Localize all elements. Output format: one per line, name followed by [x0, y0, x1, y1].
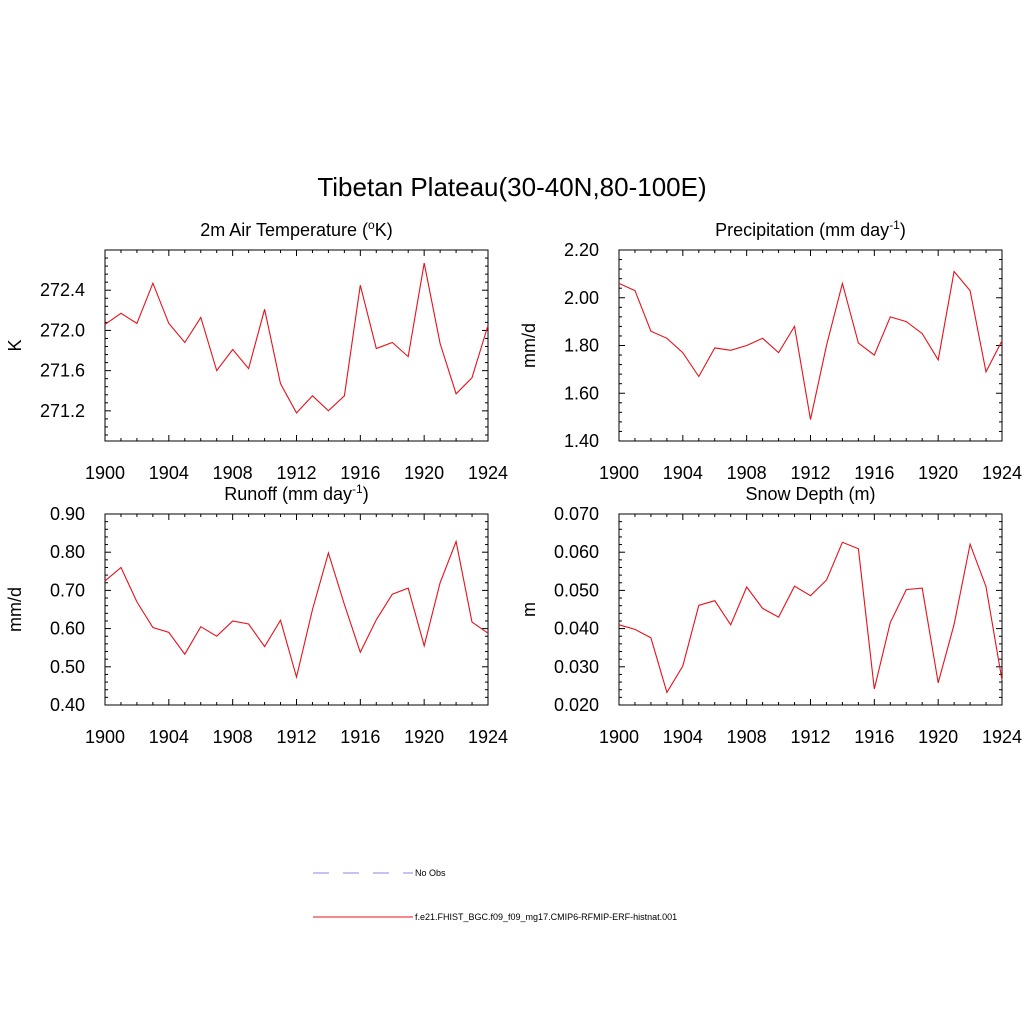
y-tick-label: 0.40	[50, 695, 85, 715]
panel-snow-depth: Snow Depth (m) m 1900 1904 1908 1912 1916 1920 1…	[519, 484, 1022, 747]
panel-air-temperature: 2m Air Temperature (oK) K 1900 1904 1908 1912…	[5, 218, 508, 483]
x-tick-label: 1924	[982, 463, 1022, 483]
x-tick-label: 1904	[663, 727, 703, 747]
y-tick-label: 0.020	[554, 695, 599, 715]
panel-title: 2m Air Temperature (oK)	[200, 218, 392, 240]
panel-title: Snow Depth (m)	[745, 484, 875, 504]
x-tick-label: 1924	[982, 727, 1022, 747]
y-tick-label: 0.060	[554, 542, 599, 562]
y-tick-label: 0.50	[50, 657, 85, 677]
x-tick-label: 1920	[404, 463, 444, 483]
x-tick-label: 1920	[918, 727, 958, 747]
y-tick-label: 0.80	[50, 542, 85, 562]
y-tick-label: 1.40	[564, 431, 599, 451]
y-tick-label: 2.00	[564, 288, 599, 308]
y-tick-label: 0.050	[554, 580, 599, 600]
y-tick-label: 0.90	[50, 504, 85, 524]
x-tick-label: 1908	[213, 463, 253, 483]
y-axis-label: mm/d	[519, 323, 539, 368]
figure-title: Tibetan Plateau(30-40N,80-100E)	[317, 172, 706, 202]
x-tick-label: 1916	[854, 463, 894, 483]
x-tick-label: 1916	[340, 727, 380, 747]
x-tick-label: 1908	[213, 727, 253, 747]
x-tick-label: 1900	[85, 463, 125, 483]
x-tick-label: 1920	[918, 463, 958, 483]
legend-item: No Obs	[313, 868, 446, 878]
y-axis-label: m	[519, 602, 539, 617]
y-tick-label: 1.80	[564, 336, 599, 356]
y-tick-label: 272.0	[40, 320, 85, 340]
panel-title: Precipitation (mm day-1)	[715, 218, 906, 240]
legend-label: f.e21.FHIST_BGC.f09_f09_mg17.CMIP6-RFMIP…	[415, 912, 677, 922]
x-tick-label: 1916	[854, 727, 894, 747]
legend-label: No Obs	[415, 868, 446, 878]
y-tick-label: 271.6	[40, 361, 85, 381]
legend: No Obs f.e21.FHIST_BGC.f09_f09_mg17.CMIP6…	[313, 868, 677, 922]
panel-precipitation: Precipitation (mm day-1) mm/d 1900 1904 1908…	[519, 218, 1022, 483]
y-axis-label: K	[5, 339, 25, 351]
x-tick-label: 1900	[599, 463, 639, 483]
y-tick-label: 0.040	[554, 619, 599, 639]
x-tick-label: 1924	[468, 727, 508, 747]
y-tick-label: 0.60	[50, 619, 85, 639]
x-tick-label: 1924	[468, 463, 508, 483]
panel-grid: 2m Air Temperature (oK) K 1900 1904 1908 1912…	[5, 218, 1022, 747]
x-tick-label: 1904	[149, 463, 189, 483]
x-tick-label: 1904	[149, 727, 189, 747]
series-line	[104, 262, 489, 414]
series-line	[104, 539, 489, 680]
x-tick-label: 1912	[276, 727, 316, 747]
y-axis-label: mm/d	[5, 587, 25, 632]
x-tick-label: 1920	[404, 727, 444, 747]
series-line	[618, 270, 1003, 420]
y-tick-label: 1.60	[564, 383, 599, 403]
y-tick-label: 0.030	[554, 657, 599, 677]
panel-runoff: Runoff (mm day-1) mm/d 1900 1904 1908 1912 191…	[5, 482, 508, 747]
series-line	[618, 541, 1003, 694]
y-tick-label: 272.4	[40, 280, 85, 300]
x-tick-label: 1912	[790, 727, 830, 747]
x-tick-label: 1908	[727, 463, 767, 483]
plot-frame	[618, 249, 1003, 442]
x-tick-label: 1908	[727, 727, 767, 747]
x-tick-label: 1904	[663, 463, 703, 483]
x-tick-label: 1900	[599, 727, 639, 747]
panel-title: Runoff (mm day-1)	[224, 482, 368, 504]
y-tick-label: 0.70	[50, 580, 85, 600]
y-tick-label: 271.2	[40, 401, 85, 421]
x-tick-label: 1900	[85, 727, 125, 747]
x-tick-label: 1916	[340, 463, 380, 483]
y-tick-label: 2.20	[564, 240, 599, 260]
x-tick-label: 1912	[276, 463, 316, 483]
y-tick-label: 0.070	[554, 504, 599, 524]
legend-item: f.e21.FHIST_BGC.f09_f09_mg17.CMIP6-RFMIP…	[313, 912, 677, 922]
x-tick-label: 1912	[790, 463, 830, 483]
